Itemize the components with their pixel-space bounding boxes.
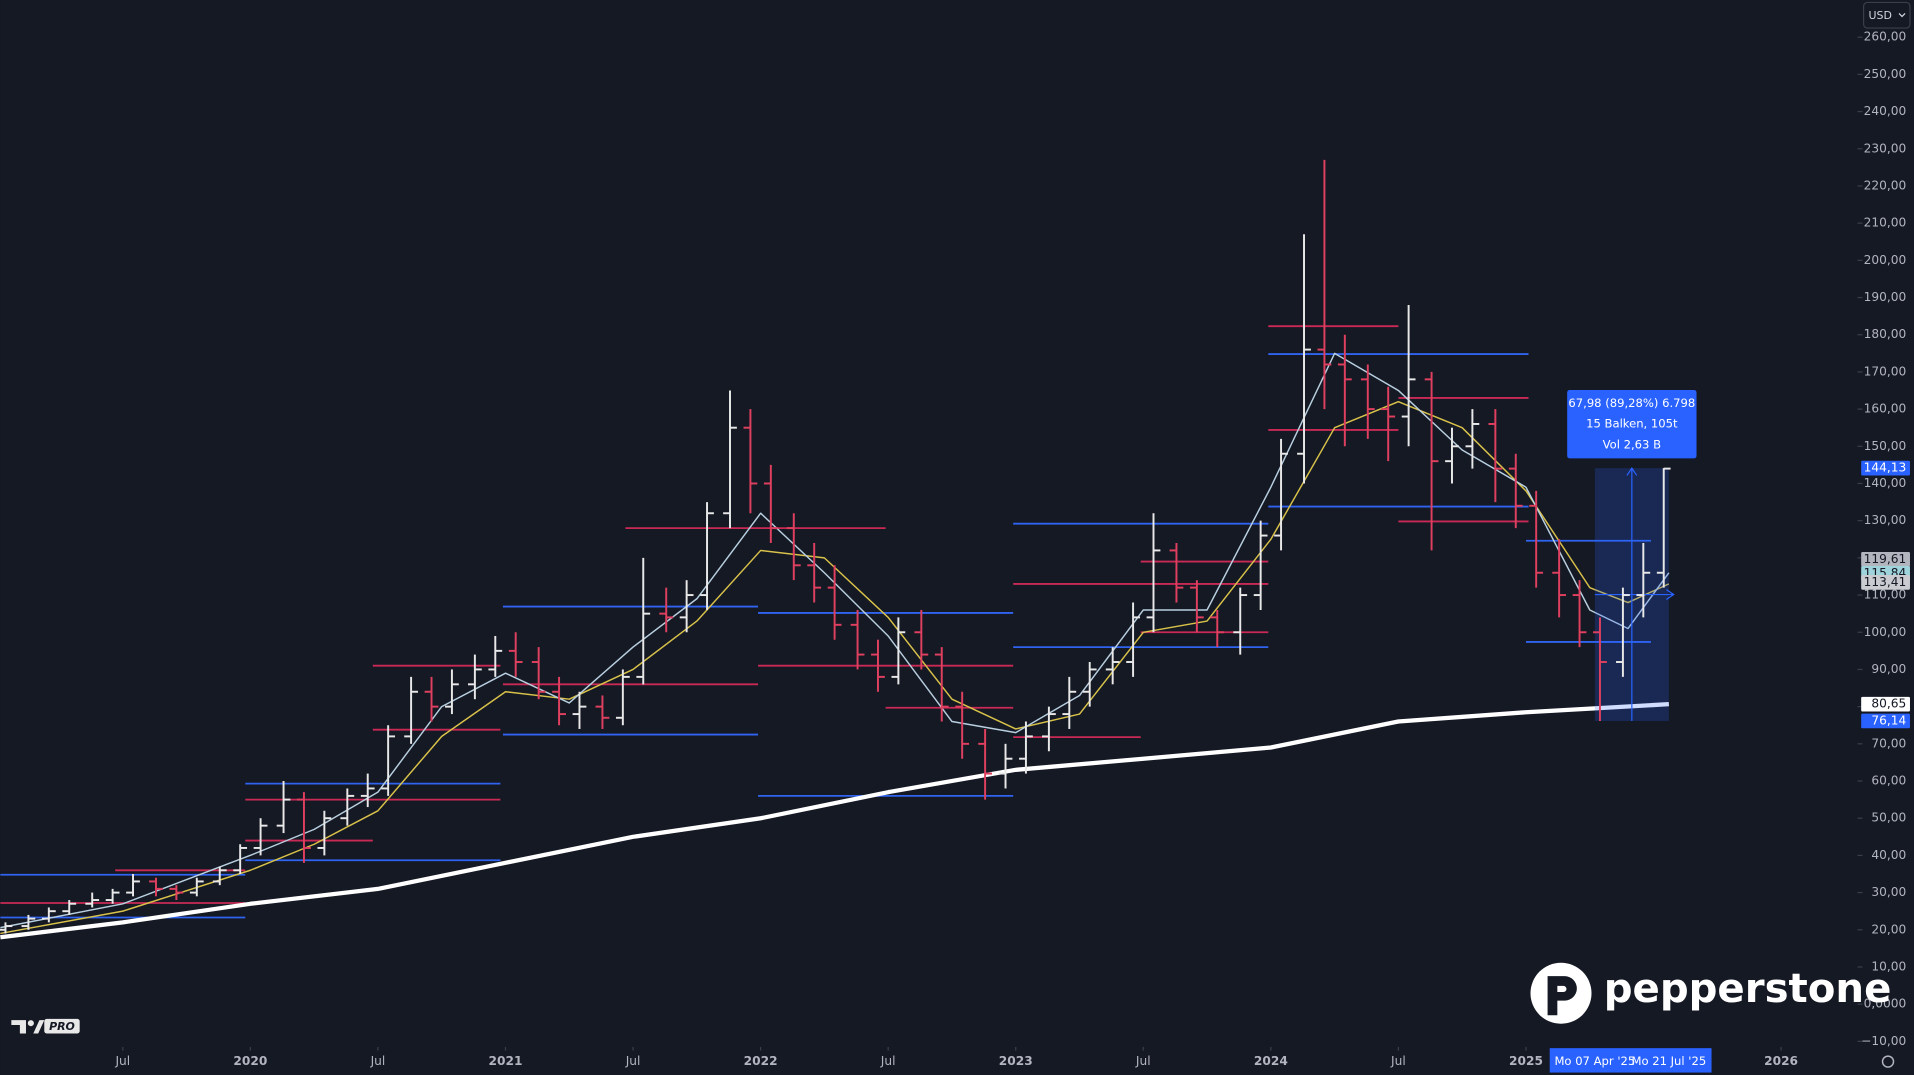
price-label-box bbox=[1861, 575, 1910, 590]
chevron bbox=[1898, 12, 1906, 18]
x-tick-label: Jul bbox=[625, 1054, 641, 1068]
date-label: Mo 07 Apr '25 bbox=[1554, 1054, 1635, 1068]
y-tick-label: 110,00 bbox=[1864, 588, 1907, 602]
price-label-box bbox=[1861, 713, 1910, 729]
x-tick-label: Jul bbox=[1390, 1054, 1406, 1068]
date-label: Mo 21 Jul '25 bbox=[1631, 1054, 1706, 1068]
measure-tooltip bbox=[1567, 390, 1697, 459]
price-label-box bbox=[1861, 696, 1910, 712]
price-label-box bbox=[1861, 460, 1910, 476]
logo-text: pepperstone bbox=[1604, 966, 1892, 1012]
broker-logo: pepperstone bbox=[1530, 962, 1892, 1024]
price-label-box bbox=[1861, 551, 1910, 567]
price-label: 76,14 bbox=[1871, 713, 1906, 727]
currency-dropdown[interactable]: USD bbox=[1863, 1, 1911, 29]
moving-average bbox=[0, 702, 1669, 940]
y-tick-label: 20,00 bbox=[1871, 922, 1906, 936]
x-tick-label: 2023 bbox=[999, 1054, 1033, 1068]
y-tick-label: 160,00 bbox=[1864, 402, 1907, 416]
x-tick-label: 2024 bbox=[1254, 1054, 1288, 1068]
y-tick-label: 200,00 bbox=[1864, 253, 1907, 267]
price-label: 144,13 bbox=[1864, 461, 1907, 475]
logo-p bbox=[1547, 976, 1577, 1016]
measure-arrowhead bbox=[1626, 467, 1638, 476]
x-tick-label: 2020 bbox=[233, 1054, 267, 1068]
badge bbox=[44, 1018, 80, 1034]
x-tick-label: 2021 bbox=[489, 1054, 523, 1068]
y-tick-label: 60,00 bbox=[1871, 774, 1906, 788]
measure-text: 15 Balken, 105t bbox=[1586, 417, 1678, 431]
y-tick-label: 190,00 bbox=[1864, 290, 1907, 304]
y-tick-label: 90,00 bbox=[1871, 662, 1906, 676]
moving-average bbox=[0, 400, 1670, 935]
tv-logo: PRO bbox=[11, 1018, 80, 1034]
date-range-box bbox=[1549, 1048, 1712, 1073]
y-tick-label: 70,00 bbox=[1871, 736, 1906, 750]
y-tick-label: 170,00 bbox=[1864, 364, 1907, 378]
badge-text: PRO bbox=[49, 1020, 75, 1033]
x-tick-label: 2026 bbox=[1764, 1054, 1798, 1068]
y-tick-label: 100,00 bbox=[1864, 625, 1907, 639]
y-tick-label: 240,00 bbox=[1864, 104, 1907, 118]
y-tick-label: 180,00 bbox=[1864, 327, 1907, 341]
y-tick-label: 50,00 bbox=[1871, 811, 1906, 825]
y-tick-label: 150,00 bbox=[1864, 439, 1907, 453]
tv-glyph bbox=[33, 1020, 45, 1034]
y-tick-label: 130,00 bbox=[1864, 513, 1907, 527]
tv-glyph bbox=[11, 1020, 26, 1034]
x-tick-label: Jul bbox=[370, 1054, 386, 1068]
price-label: 119,61 bbox=[1864, 552, 1907, 566]
y-tick-label: 40,00 bbox=[1871, 848, 1906, 862]
price-label: 113,41 bbox=[1864, 575, 1907, 589]
y-tick-label: 220,00 bbox=[1864, 178, 1907, 192]
y-tick-label: 260,00 bbox=[1864, 30, 1907, 44]
y-tick-label: 140,00 bbox=[1864, 476, 1907, 490]
y-tick-label: 210,00 bbox=[1864, 216, 1907, 230]
x-tick-label: 2025 bbox=[1509, 1054, 1543, 1068]
price-label: 80,65 bbox=[1871, 697, 1906, 711]
y-tick-label: 230,00 bbox=[1864, 141, 1907, 155]
tv-glyph-dot bbox=[27, 1020, 34, 1027]
currency-label[interactable]: USD bbox=[1868, 9, 1891, 22]
y-tick-label: −10,00 bbox=[1861, 1034, 1906, 1048]
dropdown-box[interactable] bbox=[1863, 1, 1911, 29]
x-tick-label: 2022 bbox=[744, 1054, 778, 1068]
x-tick-label: Jul bbox=[114, 1054, 130, 1068]
x-tick-label: Jul bbox=[1135, 1054, 1151, 1068]
measure-text: Vol 2,63 B bbox=[1603, 437, 1661, 451]
measure-text: 67,98 (89,28%) 6.798 bbox=[1568, 396, 1695, 410]
y-tick-label: 10,00 bbox=[1871, 959, 1906, 973]
y-tick-label: 250,00 bbox=[1864, 67, 1907, 81]
plot-area bbox=[0, 159, 1675, 940]
price-axis: 260,00 250,00 240,00 230,00 220,00 210,00 200,… bbox=[114, 30, 1910, 1068]
y-tick-label: 30,00 bbox=[1871, 885, 1906, 899]
settings-icon[interactable] bbox=[1881, 1055, 1895, 1068]
measure-arrowhead bbox=[1666, 589, 1675, 600]
y-tick-label: 0,0000 bbox=[1864, 997, 1907, 1011]
x-tick-label: Jul bbox=[880, 1054, 896, 1068]
